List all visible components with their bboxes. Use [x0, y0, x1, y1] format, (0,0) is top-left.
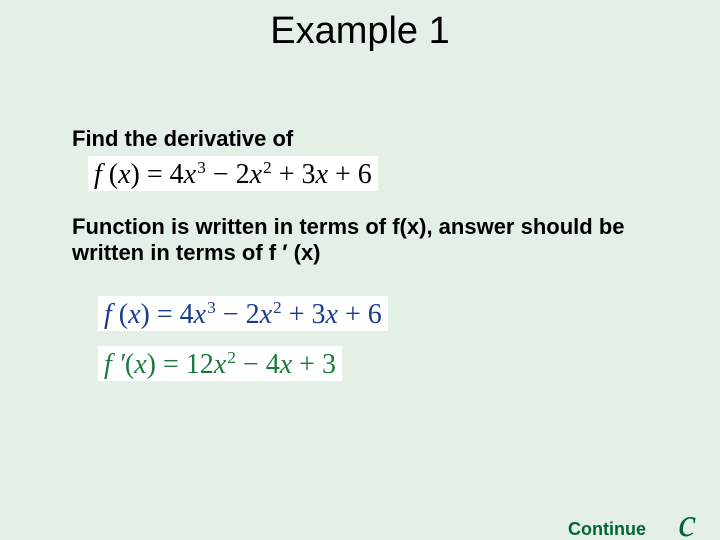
slide: Example 1 Find the derivative of f (x) =… — [0, 0, 720, 540]
equation-fprime-green: f ′(x) = 12x2 − 4x + 3 — [98, 346, 342, 381]
continue-button[interactable]: Continue — [568, 519, 646, 540]
prompt-line-2: Function is written in terms of f(x), an… — [72, 214, 632, 266]
prompt-line-1: Find the derivative of — [72, 126, 293, 152]
slide-title: Example 1 — [0, 10, 720, 53]
decorative-glyph: c — [678, 499, 696, 540]
equation-fx-black: f (x) = 4x3 − 2x2 + 3x + 6 — [88, 156, 378, 191]
equation-fx-blue: f (x) = 4x3 − 2x2 + 3x + 6 — [98, 296, 388, 331]
